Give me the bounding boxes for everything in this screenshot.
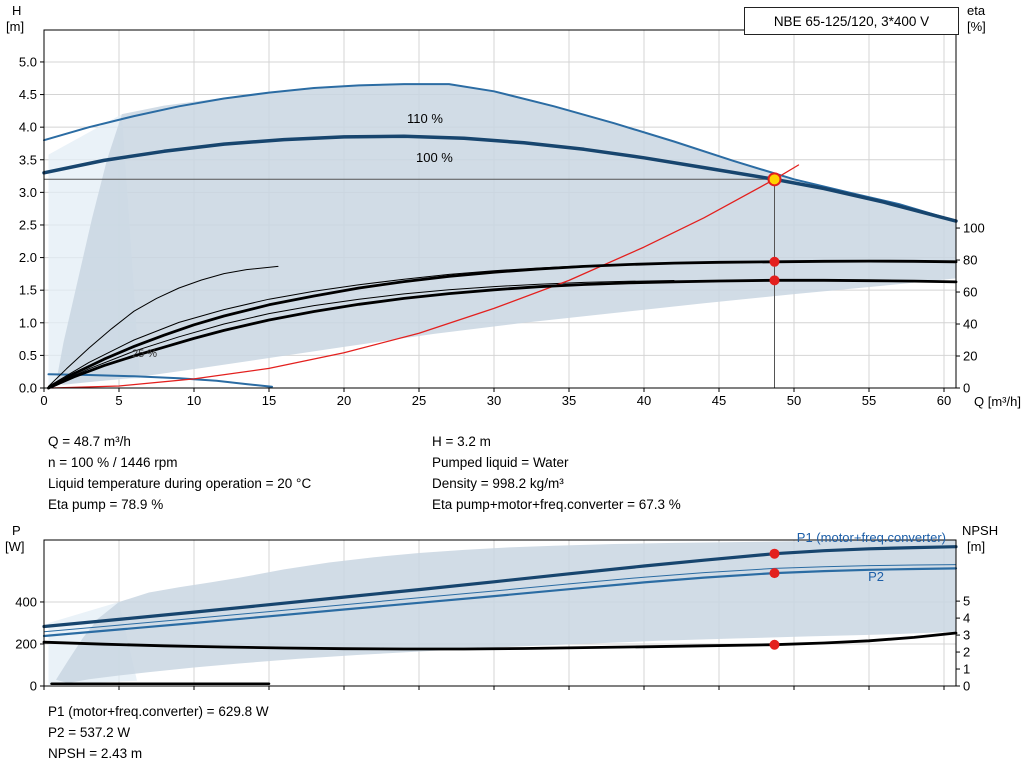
duty-info-right-column: H = 3.2 m Pumped liquid = Water Density … bbox=[432, 431, 681, 515]
q-axis-label: Q [m³/h] bbox=[974, 394, 1021, 409]
tick-label: 4 bbox=[963, 611, 970, 626]
p-axis-unit: [W] bbox=[5, 539, 25, 554]
tick-label: 5 bbox=[963, 594, 970, 609]
eta-pump-point bbox=[769, 256, 780, 267]
tick-label: 40 bbox=[637, 393, 651, 408]
info-line-eta-pump: Eta pump = 78.9 % bbox=[48, 497, 164, 512]
tick-label: 0.5 bbox=[19, 348, 37, 363]
eta-pump-curve bbox=[47, 259, 958, 390]
tick-label: 4.0 bbox=[19, 120, 37, 135]
label-p2-curve: P2 bbox=[868, 569, 884, 584]
info-line-q: Q = 48.7 m³/h bbox=[48, 434, 131, 449]
result-line-p1: P1 (motor+freq.converter) = 629.8 W bbox=[48, 704, 269, 719]
power-result-block: P1 (motor+freq.converter) = 629.8 W P2 =… bbox=[48, 701, 269, 764]
speed-curve-110pct bbox=[43, 83, 957, 223]
eta-axis-unit: [%] bbox=[967, 19, 986, 34]
tick-label: 3 bbox=[963, 628, 970, 643]
eta-total-curve bbox=[47, 278, 958, 390]
p2-point bbox=[769, 568, 780, 579]
p-axis-label: P bbox=[12, 523, 21, 538]
tick-label: 0 bbox=[963, 381, 970, 396]
info-line-density: Density = 998.2 kg/m³ bbox=[432, 476, 564, 491]
tick-label: 1 bbox=[963, 662, 970, 677]
tick-label: 25 bbox=[412, 393, 426, 408]
tick-label: 20 bbox=[963, 349, 977, 364]
info-line-liquid: Pumped liquid = Water bbox=[432, 455, 569, 470]
h-axis-unit: [m] bbox=[6, 19, 25, 34]
tick-label: 55 bbox=[862, 393, 876, 408]
h-axis-label: H bbox=[12, 3, 22, 18]
duty-info-left-column: Q = 48.7 m³/h n = 100 % / 1446 rpm Liqui… bbox=[48, 431, 311, 515]
eta-curve-thin-2 bbox=[48, 280, 675, 388]
p1-curve bbox=[42, 545, 958, 629]
tick-label: 35 bbox=[562, 393, 576, 408]
tick-label: 3.5 bbox=[19, 152, 37, 167]
power-npsh-chart: 0 200 400 0 1 2 3 4 5 bbox=[15, 539, 970, 693]
operating-envelope bbox=[56, 84, 956, 385]
tick-label: 1.0 bbox=[19, 315, 37, 330]
tick-label: 4.5 bbox=[19, 87, 37, 102]
tick-label: 100 bbox=[963, 221, 985, 236]
tick-label: 1.5 bbox=[19, 283, 37, 298]
duty-point[interactable] bbox=[767, 172, 782, 187]
tick-label: 2 bbox=[963, 645, 970, 660]
tick-label: 5 bbox=[115, 393, 122, 408]
pump-type-box: NBE 65-125/120, 3*400 V bbox=[744, 7, 959, 35]
tick-label: 2.5 bbox=[19, 217, 37, 232]
npsh-point bbox=[769, 639, 780, 650]
npsh-axis-unit: [m] bbox=[967, 539, 986, 554]
tick-label: 200 bbox=[15, 636, 37, 651]
eta-curve-25pct bbox=[48, 265, 279, 387]
tick-label: 0 bbox=[963, 679, 970, 693]
tick-label: 45 bbox=[712, 393, 726, 408]
info-line-temperature: Liquid temperature during operation = 20… bbox=[48, 476, 312, 491]
tick-label: 60 bbox=[963, 285, 977, 300]
tick-label: 15 bbox=[262, 393, 276, 408]
tick-label: 80 bbox=[963, 253, 977, 268]
eta-total-point bbox=[769, 275, 780, 286]
tick-label: 2.0 bbox=[19, 250, 37, 265]
label-100-percent: 100 % bbox=[416, 150, 453, 165]
tick-label: 30 bbox=[487, 393, 501, 408]
tick-label: 5.0 bbox=[19, 54, 37, 69]
p-curve-thin bbox=[43, 564, 957, 633]
plot-frame bbox=[43, 539, 957, 687]
plot-frame bbox=[43, 29, 957, 389]
label-25-percent: 25 % bbox=[132, 348, 158, 360]
label-p1-curve: P1 (motor+freq.converter) bbox=[796, 530, 946, 545]
speed-curve-25pct bbox=[47, 373, 273, 388]
result-line-npsh: NPSH = 2.43 m bbox=[48, 746, 143, 761]
p2-curve bbox=[42, 567, 958, 638]
tick-label: 0 bbox=[40, 393, 47, 408]
tick-label: 50 bbox=[787, 393, 801, 408]
label-110-percent: 110 % bbox=[407, 111, 443, 126]
tick-label: 60 bbox=[937, 393, 951, 408]
tick-label: 400 bbox=[15, 594, 37, 609]
hq-eta-chart: 0.0 0.5 1.0 1.5 2.0 2.5 3.0 3.5 4.0 4.5 5.0 0 20 40 60… bbox=[19, 29, 985, 408]
tick-label: 0.0 bbox=[19, 381, 37, 396]
info-line-h: H = 3.2 m bbox=[432, 434, 491, 449]
tick-label: 40 bbox=[963, 317, 977, 332]
tick-label: 10 bbox=[187, 393, 201, 408]
eta-axis-label: eta bbox=[967, 3, 986, 18]
npsh-curve bbox=[42, 631, 958, 651]
info-line-eta-total: Eta pump+motor+freq.converter = 67.3 % bbox=[432, 497, 681, 512]
tick-label: 20 bbox=[337, 393, 351, 408]
system-curve bbox=[50, 164, 800, 389]
p1-point bbox=[769, 548, 780, 559]
npsh-axis-label: NPSH bbox=[962, 523, 999, 538]
info-line-speed: n = 100 % / 1446 rpm bbox=[48, 455, 178, 470]
result-line-p2: P2 = 537.2 W bbox=[48, 725, 131, 740]
tick-label: 3.0 bbox=[19, 185, 37, 200]
tick-label: 0 bbox=[30, 679, 37, 693]
pump-curve-100pct bbox=[42, 134, 958, 223]
pump-type-text: NBE 65-125/120, 3*400 V bbox=[773, 13, 930, 29]
